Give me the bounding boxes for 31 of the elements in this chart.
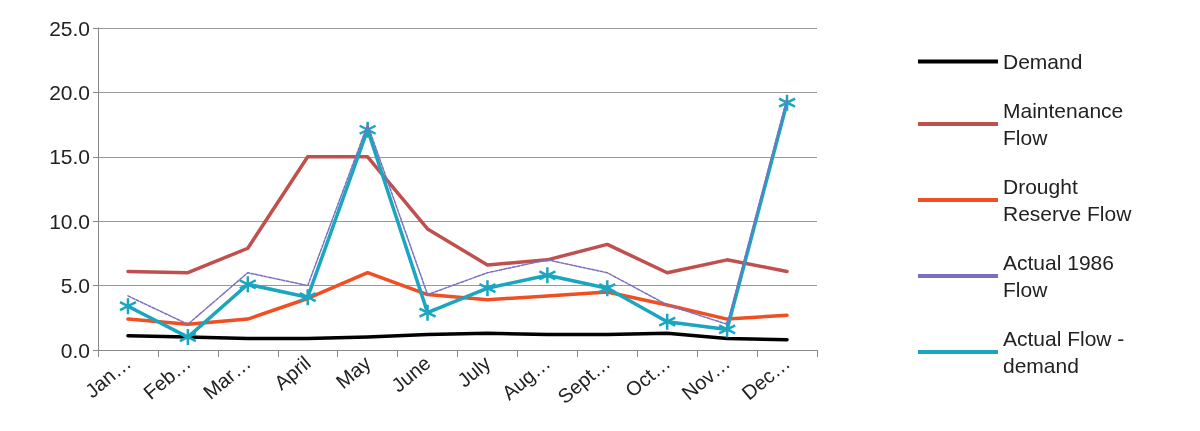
point (478, 278, 497, 298)
y-tick-label: 0.0 (60, 338, 90, 362)
x-tick-label: June (387, 351, 435, 397)
point (118, 296, 138, 316)
point (717, 320, 737, 339)
x-tick-label: Oct… (620, 351, 675, 402)
legend-label: Demand (1003, 50, 1083, 73)
legend-label: Actual 1986 Flow (1003, 251, 1120, 301)
point (178, 327, 198, 347)
point (598, 278, 617, 298)
y-tick-label: 10.0 (49, 209, 90, 233)
x-tick-label: Mar… (199, 351, 255, 404)
point (538, 266, 557, 285)
point (238, 275, 258, 294)
legend-label: Actual Flow - demand (1003, 327, 1131, 377)
x-tick-label: July (453, 351, 495, 392)
legend-label: Drought Reserve Flow (1003, 175, 1133, 225)
y-tick-label: 15.0 (49, 145, 90, 169)
x-tick-label: May (331, 351, 375, 393)
y-tick-label: 5.0 (60, 274, 90, 298)
line-series (126, 331, 789, 342)
point (298, 287, 317, 307)
x-tick-label: Dec… (737, 351, 795, 405)
line-series (126, 155, 789, 275)
point (657, 312, 677, 331)
point (418, 303, 437, 322)
x-tick-label: Feb… (139, 351, 195, 404)
y-tick-label: 25.0 (49, 16, 90, 40)
x-tick-label: Nov… (677, 351, 735, 405)
y-tick-label: 20.0 (49, 80, 90, 104)
legend-label: Maintenance Flow (1003, 99, 1130, 149)
